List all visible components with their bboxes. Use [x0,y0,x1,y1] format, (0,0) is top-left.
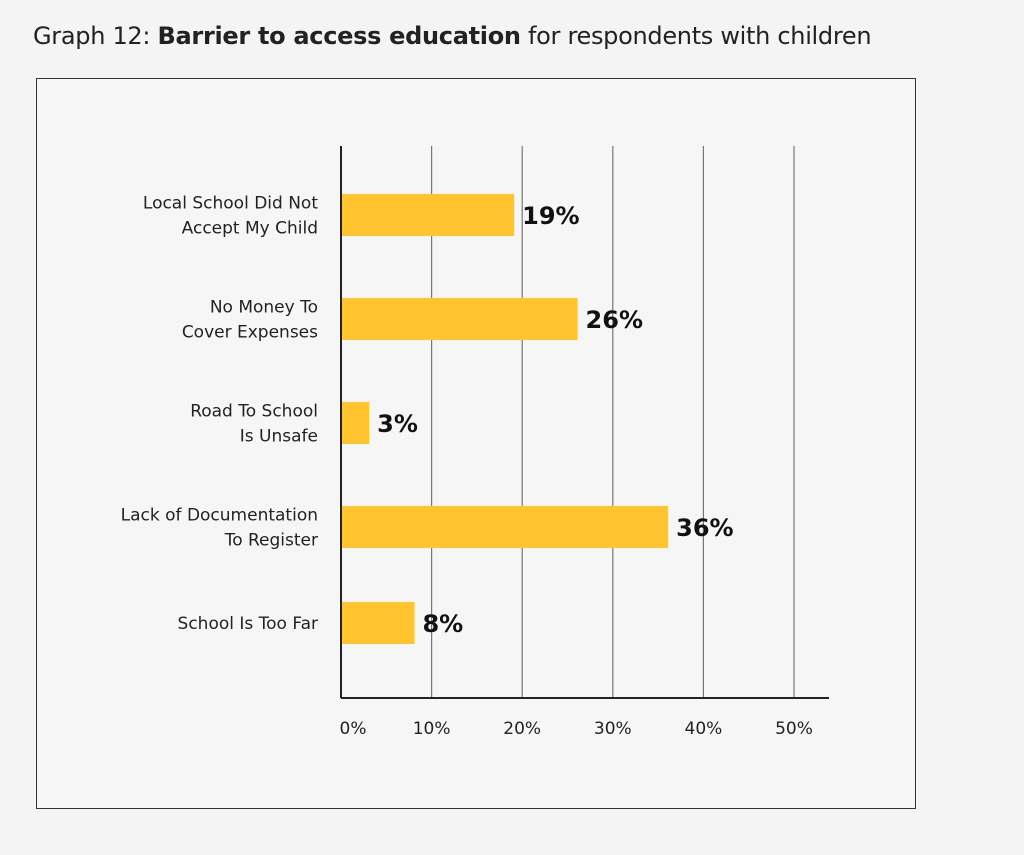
title-suffix: for respondents with children [520,22,872,50]
category-label: Local School Did Not [143,194,318,214]
category-label: Accept My Child [182,219,318,239]
bar-value-label: 26% [586,306,643,334]
bar-value-label: 3% [377,410,418,438]
bar [342,602,415,644]
x-tick-label: 0% [340,719,367,739]
category-label: Road To School [190,402,318,422]
bar [342,194,515,236]
title-bold: Barrier to access education [157,22,521,50]
x-tick-label: 30% [594,719,632,739]
category-label: Is Unsafe [240,427,318,447]
category-label: School Is Too Far [178,614,318,634]
bar [342,402,370,444]
x-tick-label: 50% [775,719,813,739]
category-label: To Register [224,531,318,551]
bar [342,506,669,548]
bar-value-label: 8% [422,610,463,638]
category-label: Cover Expenses [182,323,318,343]
bar-value-label: 19% [522,202,579,230]
title-prefix: Graph 12: [33,22,158,50]
x-tick-label: 40% [685,719,723,739]
category-label: Lack of Documentation [121,506,318,526]
x-tick-label: 20% [503,719,541,739]
bar-value-label: 36% [676,514,733,542]
chart-title: Graph 12: Barrier to access education fo… [33,22,872,50]
bar [342,298,578,340]
category-label: No Money To [210,298,318,318]
x-tick-label: 10% [413,719,451,739]
